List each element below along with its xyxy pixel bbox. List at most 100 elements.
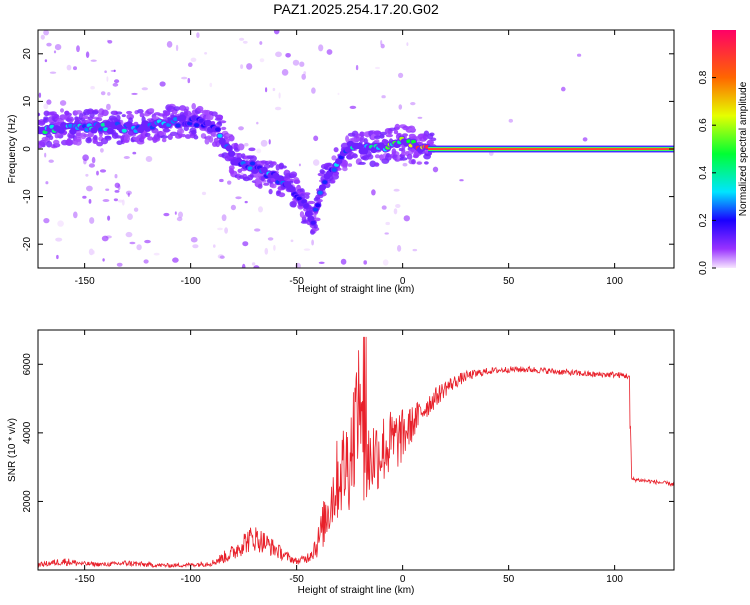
spectrogram-noise-blob: [40, 34, 45, 40]
spectrogram-halo-blob: [180, 133, 186, 138]
spectrogram-noise-blob: [417, 116, 423, 119]
spectrogram-halo-blob: [65, 139, 72, 146]
colorbar-gradient: [712, 30, 736, 268]
signal-blob-outer: [106, 127, 114, 135]
spectrogram-noise-blob: [114, 182, 121, 188]
spectrogram-noise-blob: [253, 265, 260, 268]
signal-blob-outer: [204, 119, 212, 127]
spectrogram-halo-blob: [331, 179, 336, 184]
spectrogram-halo-blob: [191, 103, 196, 110]
spectrogram-halo-blob: [373, 130, 382, 135]
spectrogram-halo-blob: [196, 105, 204, 112]
spectrogram-halo-blob: [341, 160, 349, 167]
spectrogram-halo-blob: [151, 129, 159, 134]
spectrogram-halo-blob: [246, 155, 254, 159]
spectrogram-noise-blob: [313, 135, 319, 142]
spectrogram-halo-blob: [393, 129, 399, 135]
spectrogram-noise-blob: [66, 64, 72, 71]
spectrogram-halo-blob: [342, 166, 348, 172]
spectrogram-noise-blob: [227, 180, 232, 185]
colorbar-tick-label: 0.6: [698, 118, 709, 132]
spectrogram-noise-blob: [129, 241, 136, 245]
spectrogram-noise-blob: [190, 236, 198, 243]
spectrogram-halo-blob: [412, 154, 419, 159]
spectrogram-halo-blob: [399, 157, 408, 161]
signal-blob-core: [315, 203, 321, 208]
signal-blob-core: [121, 128, 127, 133]
spectrogram-halo-blob: [422, 134, 429, 141]
spectrogram-noise-blob: [107, 92, 111, 96]
signal-blob-core: [198, 118, 204, 123]
spectrogram-noise-blob: [395, 204, 401, 208]
spectrogram-noise-blob: [188, 62, 193, 67]
snr-y-tick-label: 4000: [22, 421, 33, 444]
spectrogram-halo-blob: [374, 139, 380, 144]
spectrogram-noise-blob: [273, 30, 280, 35]
spectrogram-noise-blob: [221, 214, 227, 222]
spectrogram-noise-blob: [112, 82, 119, 87]
spectrogram-halo-blob: [39, 139, 47, 147]
spectrogram-halo-blob: [87, 116, 94, 120]
snr-x-tick-label: -150: [75, 574, 95, 585]
spectrogram-noise-blob: [380, 43, 385, 49]
spectrogram-halo-blob: [429, 132, 435, 137]
snr-x-tick-label: 50: [503, 574, 515, 585]
spectrogram-halo-blob: [291, 201, 297, 208]
spectrogram-halo-blob: [320, 170, 326, 175]
spectrogram-noise-blob: [412, 248, 418, 252]
spectrogram-noise-blob: [73, 211, 78, 219]
signal-blob-core: [187, 121, 193, 126]
spectrogram-noise-blob: [99, 169, 107, 173]
spectrogram-noise-blob: [259, 41, 263, 45]
spectrogram-noise-blob: [259, 58, 265, 63]
spectrogram-halo-blob: [290, 171, 298, 178]
spec-y-tick-label: 0: [22, 146, 33, 152]
spectrogram-noise-blob: [337, 92, 340, 96]
spectrogram-noise-blob: [381, 95, 386, 99]
spectrogram-noise-blob: [114, 190, 120, 193]
spectrogram-noise-blob: [393, 208, 398, 215]
spectrogram-noise-blob: [561, 86, 566, 92]
spectrogram-halo-blob: [148, 108, 155, 113]
spectrogram-halo-blob: [359, 136, 365, 143]
spectrogram-noise-blob: [349, 105, 357, 109]
spectrogram-noise-blob: [371, 189, 376, 196]
spectrogram-noise-blob: [285, 53, 291, 58]
spec-x-tick-label: -50: [289, 276, 304, 287]
spectrogram-halo-blob: [74, 136, 82, 142]
spectrogram-halo-blob: [161, 138, 167, 143]
spectrogram-halo-blob: [96, 141, 103, 147]
spectrogram-noise-blob: [242, 40, 248, 44]
snr-line-path: [38, 336, 674, 569]
spectrogram-halo-blob: [82, 133, 89, 138]
spectrogram-halo-blob: [374, 154, 381, 159]
snr-x-tick-label: -100: [181, 574, 201, 585]
spectrogram-halo-blob: [408, 127, 417, 132]
spectrogram-noise-blob: [398, 104, 403, 110]
spectrogram-noise-blob: [219, 255, 225, 259]
spectrogram-noise-blob: [326, 49, 333, 55]
spectrogram-y-label: Frequency (Hz): [7, 115, 18, 184]
spectrogram-noise-blob: [190, 57, 197, 62]
spec-x-tick-label: -100: [181, 276, 201, 287]
spectrogram-halo-blob: [66, 116, 74, 123]
spec-x-tick-label: 50: [503, 276, 515, 287]
spectrogram-halo-blob: [406, 153, 413, 160]
spectrogram-noise-blob: [60, 108, 64, 113]
signal-blob-core: [322, 180, 328, 185]
spectrogram-noise-blob: [113, 69, 116, 73]
spectrogram-noise-blob: [100, 148, 104, 153]
spectrogram-noise-blob: [267, 237, 274, 241]
signal-blob-outer: [179, 114, 187, 122]
spectrogram-halo-blob: [177, 128, 185, 134]
spectrogram-noise-blob: [113, 198, 118, 202]
signal-blob-core: [312, 207, 319, 212]
spectrogram-noise-blob: [45, 181, 49, 185]
spectrogram-halo-blob: [363, 138, 368, 144]
spectrogram-noise-blob: [384, 232, 389, 235]
signal-blob-core: [310, 220, 316, 225]
spectrogram-halo-blob: [299, 211, 305, 218]
snr-panel: -150 -100 -50 0 50 100 2000 4000 6000 Height of…: [7, 329, 675, 596]
